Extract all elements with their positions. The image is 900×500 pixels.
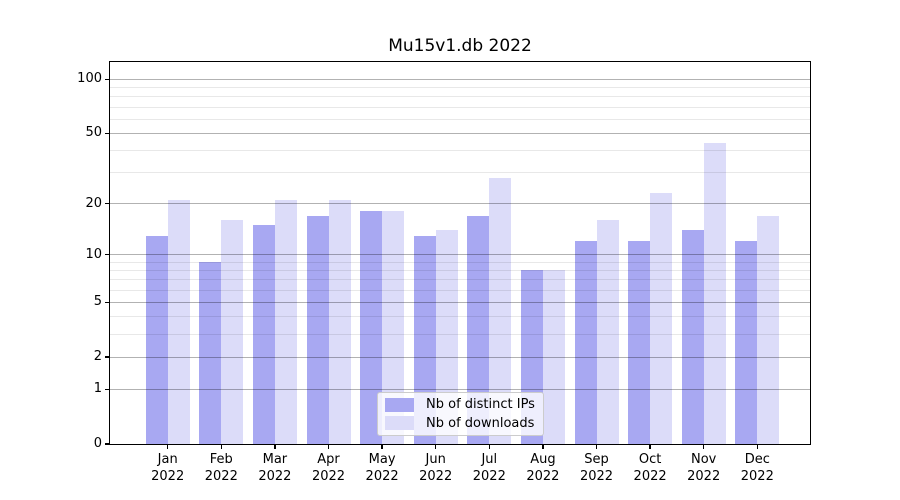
bar-downloads (167, 199, 190, 444)
x-axis-tick (542, 445, 544, 449)
x-axis-tick (381, 445, 383, 449)
x-tick-label: Jul 2022 (472, 452, 506, 484)
gridline-minor (110, 118, 810, 120)
x-axis-tick (220, 445, 223, 449)
legend-item-downloads: Nb of downloads (385, 414, 536, 432)
gridline-major (110, 132, 810, 134)
legend-label-downloads: Nb of downloads (426, 415, 535, 431)
legend-label-distinct-ips: Nb of distinct IPs (426, 397, 535, 413)
y-axis-tick (105, 78, 109, 81)
bar-distinct-ips (413, 235, 436, 444)
y-axis-tick (105, 253, 109, 256)
y-tick-label: 0 (93, 436, 102, 451)
bar-downloads (703, 143, 726, 444)
x-tick-label: Oct 2022 (633, 452, 667, 484)
legend-swatch-downloads (385, 416, 414, 431)
y-axis-tick (105, 356, 109, 358)
x-axis-tick (274, 445, 276, 449)
y-axis-tick (105, 301, 109, 304)
bar-distinct-ips (467, 215, 490, 444)
bar-distinct-ips (360, 211, 383, 444)
y-axis-tick (105, 388, 109, 390)
y-tick-label: 2 (93, 349, 102, 365)
y-tick-label: 1 (93, 381, 102, 397)
x-tick-label: Aug 2022 (526, 452, 560, 484)
x-tick-label: Mar 2022 (258, 452, 292, 484)
bar-downloads (757, 215, 780, 444)
bar-downloads (328, 199, 351, 444)
bar-downloads (650, 192, 673, 444)
bar-downloads (221, 220, 244, 444)
bar-downloads (489, 178, 512, 444)
legend-swatch-distinct-ips (385, 397, 414, 412)
bar-downloads (542, 270, 565, 444)
gridline-minor (110, 106, 810, 108)
bar-distinct-ips (145, 235, 168, 444)
bar-distinct-ips (199, 262, 222, 444)
x-axis-tick (756, 445, 759, 449)
y-tick-label: 5 (93, 294, 102, 310)
x-tick-label: Dec 2022 (740, 452, 774, 484)
plot-area (109, 61, 811, 445)
x-axis-tick (488, 445, 491, 449)
x-axis-tick (166, 445, 169, 449)
legend-item-distinct-ips: Nb of distinct IPs (385, 396, 536, 414)
chart-title: Mu15v1.db 2022 (388, 36, 532, 56)
x-axis-tick (595, 445, 598, 449)
bar-distinct-ips (628, 241, 651, 444)
y-axis-tick (105, 443, 109, 445)
y-tick-label: 50 (85, 125, 102, 141)
bar-distinct-ips (735, 241, 758, 444)
x-tick-label: Nov 2022 (687, 452, 721, 484)
y-axis-tick (105, 132, 109, 135)
bar-downloads (596, 220, 619, 444)
bar-downloads (435, 230, 458, 444)
x-axis-tick (649, 445, 651, 449)
bar-distinct-ips (681, 230, 704, 444)
x-axis-tick (702, 445, 705, 449)
gridline-minor (110, 96, 810, 98)
bar-downloads (274, 199, 297, 444)
y-tick-label: 10 (85, 246, 102, 262)
gridline-major (110, 78, 810, 80)
x-tick-label: Jun 2022 (419, 452, 453, 484)
y-tick-label: 20 (85, 195, 102, 211)
x-axis-tick (327, 445, 330, 449)
gridline-minor (110, 87, 810, 89)
bar-distinct-ips (252, 225, 275, 444)
x-tick-label: May 2022 (365, 452, 399, 484)
x-tick-label: Apr 2022 (311, 452, 346, 484)
x-tick-label: Feb 2022 (204, 452, 238, 484)
bar-distinct-ips (306, 215, 329, 444)
x-axis-tick (434, 445, 437, 449)
y-axis-tick (105, 202, 109, 205)
legend: Nb of distinct IPs Nb of downloads (377, 392, 544, 436)
x-tick-label: Jan 2022 (151, 452, 185, 484)
bar-distinct-ips (574, 241, 597, 444)
bar-downloads (382, 211, 405, 444)
y-tick-label: 100 (77, 71, 102, 87)
x-tick-label: Sep 2022 (579, 452, 614, 484)
